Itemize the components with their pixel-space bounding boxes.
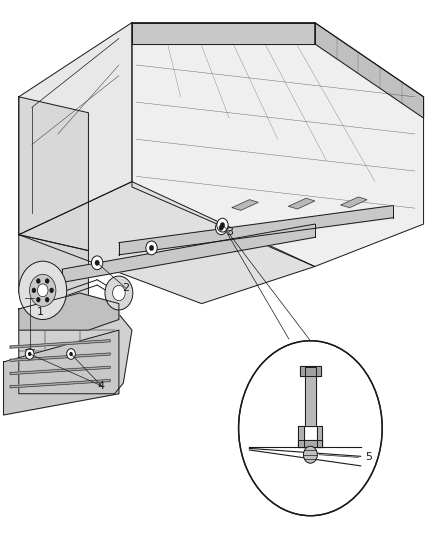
- Polygon shape: [315, 22, 424, 118]
- Circle shape: [19, 261, 67, 319]
- Circle shape: [36, 278, 40, 284]
- Circle shape: [217, 218, 228, 232]
- Polygon shape: [232, 200, 258, 211]
- Polygon shape: [19, 293, 119, 330]
- Polygon shape: [341, 197, 367, 208]
- Text: 2: 2: [122, 282, 129, 293]
- Circle shape: [95, 260, 99, 265]
- Polygon shape: [19, 235, 88, 319]
- Polygon shape: [19, 182, 315, 304]
- Circle shape: [113, 285, 125, 301]
- Circle shape: [49, 288, 54, 293]
- Polygon shape: [4, 330, 119, 415]
- Polygon shape: [19, 97, 88, 251]
- Polygon shape: [10, 353, 110, 361]
- Circle shape: [304, 446, 318, 463]
- Circle shape: [28, 352, 32, 356]
- Circle shape: [30, 274, 56, 306]
- Polygon shape: [119, 206, 393, 255]
- Text: 1: 1: [37, 306, 44, 317]
- Text: 5: 5: [366, 453, 373, 463]
- Circle shape: [45, 278, 49, 284]
- Polygon shape: [62, 224, 315, 282]
- Circle shape: [32, 288, 36, 293]
- Polygon shape: [317, 425, 322, 447]
- Polygon shape: [289, 198, 315, 209]
- Circle shape: [36, 297, 40, 302]
- Polygon shape: [19, 22, 132, 235]
- Polygon shape: [10, 366, 110, 375]
- Circle shape: [105, 276, 133, 310]
- Circle shape: [38, 284, 48, 297]
- Circle shape: [146, 241, 157, 255]
- Polygon shape: [10, 340, 110, 348]
- Circle shape: [220, 222, 225, 228]
- Circle shape: [25, 349, 34, 359]
- Circle shape: [67, 349, 75, 359]
- Polygon shape: [300, 366, 321, 376]
- Polygon shape: [298, 440, 322, 447]
- Polygon shape: [132, 22, 424, 266]
- Circle shape: [69, 352, 73, 356]
- Text: 4: 4: [98, 381, 105, 391]
- Circle shape: [45, 297, 49, 302]
- Circle shape: [215, 221, 227, 235]
- Polygon shape: [298, 425, 304, 447]
- Circle shape: [149, 245, 154, 251]
- Circle shape: [239, 341, 382, 516]
- Circle shape: [92, 256, 103, 270]
- Text: 3: 3: [226, 227, 233, 237]
- Polygon shape: [305, 367, 316, 425]
- Circle shape: [219, 225, 223, 230]
- Polygon shape: [19, 309, 132, 394]
- Polygon shape: [10, 379, 110, 388]
- Polygon shape: [132, 22, 315, 44]
